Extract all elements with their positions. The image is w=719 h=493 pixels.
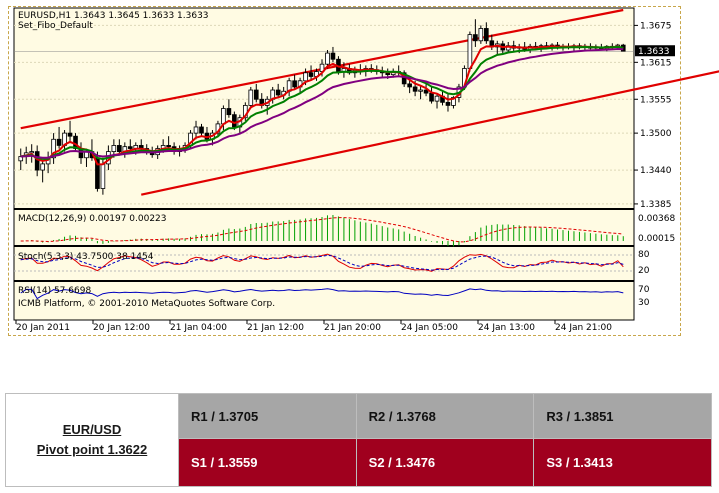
pivot-point-value: Pivot point 1.3622 bbox=[36, 442, 148, 457]
candle-body bbox=[111, 145, 117, 152]
stoch-pane bbox=[14, 253, 634, 272]
candle-body bbox=[434, 95, 440, 102]
time-tick-label: 20 Jan 2011 bbox=[16, 323, 70, 333]
symbol-line: EURUSD,H1 1.3643 1.3645 1.3633 1.3633 bbox=[18, 11, 209, 21]
candle-body bbox=[445, 101, 451, 106]
candle-body bbox=[40, 163, 45, 171]
time-tick-label: 24 Jan 13:00 bbox=[478, 323, 535, 333]
pivot-pair-cell: EUR/USD Pivot point 1.3622 bbox=[5, 393, 179, 487]
grid bbox=[14, 24, 634, 205]
candle-body bbox=[51, 138, 56, 159]
price-scale: 1.3675 1.3615 1.3555 1.3500 1.3440 1.3385 bbox=[634, 21, 672, 210]
candle-body bbox=[226, 108, 232, 116]
candle-body bbox=[221, 108, 226, 125]
candle-body bbox=[467, 34, 473, 69]
candle-body bbox=[484, 28, 489, 42]
support-s1: S1 / 1.3559 bbox=[178, 438, 357, 487]
candle-body bbox=[100, 163, 106, 189]
price-tick-label: 1.3615 bbox=[640, 58, 672, 68]
candle-body bbox=[67, 132, 73, 137]
candle-body bbox=[407, 83, 412, 88]
time-axis: 20 Jan 2011 20 Jan 12:00 21 Jan 04:00 21 Ja… bbox=[15, 320, 612, 333]
candle-body bbox=[429, 92, 434, 102]
candle-body bbox=[117, 145, 122, 152]
chart-frame bbox=[8, 6, 681, 336]
time-tick-label: 21 Jan 20:00 bbox=[324, 323, 381, 333]
ma-slow-line bbox=[20, 47, 624, 159]
candle-body bbox=[412, 86, 418, 92]
macd-scale-top: 0.00368 bbox=[638, 214, 675, 224]
candle-body bbox=[418, 89, 423, 92]
rsi-scale-top: 70 bbox=[638, 285, 650, 295]
candle-body bbox=[308, 72, 314, 77]
stoch-scale-top: 80 bbox=[638, 250, 650, 260]
candle-body bbox=[473, 34, 478, 42]
candle-body bbox=[248, 89, 254, 106]
price-tick-label: 1.3385 bbox=[640, 200, 672, 210]
price-tick-label: 1.3500 bbox=[640, 129, 672, 139]
stoch-scale-bottom: 20 bbox=[638, 266, 650, 276]
rsi-pane bbox=[20, 288, 624, 300]
candle-body bbox=[292, 80, 297, 88]
stoch-signal-line bbox=[20, 254, 624, 271]
candle-body bbox=[478, 28, 484, 42]
rsi-scale-bottom: 30 bbox=[638, 298, 650, 308]
time-tick-label: 21 Jan 04:00 bbox=[170, 323, 227, 333]
resistance-r2: R2 / 1.3768 bbox=[355, 393, 535, 439]
resistance-r1: R1 / 1.3705 bbox=[178, 393, 357, 439]
price-chart[interactable]: 1.3675 1.3615 1.3555 1.3500 1.3440 1.3385 20 … bbox=[0, 0, 719, 340]
price-tick-label: 1.3675 bbox=[640, 21, 672, 31]
candle-body bbox=[193, 126, 199, 134]
current-price-label: 1.3633 bbox=[638, 47, 670, 57]
support-s3: S3 / 1.3413 bbox=[533, 438, 712, 487]
moving-averages bbox=[20, 44, 624, 166]
macd-pane bbox=[20, 215, 624, 247]
time-tick-label: 24 Jan 05:00 bbox=[401, 323, 458, 333]
candle-body bbox=[127, 146, 133, 149]
candle-body bbox=[29, 151, 35, 154]
candle-body bbox=[423, 89, 429, 94]
template-name: Set_Fibo_Default bbox=[18, 21, 93, 31]
candle-body bbox=[303, 72, 308, 82]
macd-signal-line bbox=[20, 217, 624, 243]
candle-body bbox=[232, 114, 237, 128]
copyright-text: ICMB Platform, © 2001-2010 MetaQuotes So… bbox=[18, 299, 275, 309]
pivot-table: EUR/USD Pivot point 1.3622 R1 / 1.3705 R… bbox=[5, 393, 712, 487]
candle-body bbox=[325, 52, 330, 65]
candle-body bbox=[199, 126, 204, 134]
candle-body bbox=[451, 97, 456, 106]
chart-background bbox=[13, 7, 635, 321]
time-tick-label: 21 Jan 12:00 bbox=[247, 323, 304, 333]
macd-label: MACD(12,26,9) 0.00197 0.00223 bbox=[18, 214, 167, 224]
channel-lower-line bbox=[141, 70, 719, 196]
support-s2: S2 / 1.3476 bbox=[355, 438, 535, 487]
stoch-label: Stoch(5,3,3) 43.7500 38.1454 bbox=[18, 252, 154, 262]
price-tick-label: 1.3555 bbox=[640, 95, 672, 105]
candle-body bbox=[34, 151, 40, 171]
candle-body bbox=[330, 52, 336, 60]
current-price-box bbox=[635, 45, 675, 57]
price-tick-label: 1.3440 bbox=[640, 166, 672, 176]
candle-body bbox=[253, 89, 259, 100]
macd-scale-zero: 0.00015 bbox=[638, 234, 675, 244]
candle-body bbox=[56, 138, 62, 146]
rsi-line bbox=[20, 288, 624, 300]
time-tick-label: 20 Jan 12:00 bbox=[93, 323, 150, 333]
candle-body bbox=[166, 145, 171, 148]
rsi-label: RSI(14) 57.6698 bbox=[18, 286, 91, 296]
time-tick-label: 24 Jan 21:00 bbox=[555, 323, 612, 333]
resistance-r3: R3 / 1.3851 bbox=[533, 393, 712, 439]
candle-body bbox=[275, 89, 281, 96]
pair-name: EUR/USD bbox=[62, 422, 122, 437]
ma-fast-line bbox=[20, 44, 624, 166]
